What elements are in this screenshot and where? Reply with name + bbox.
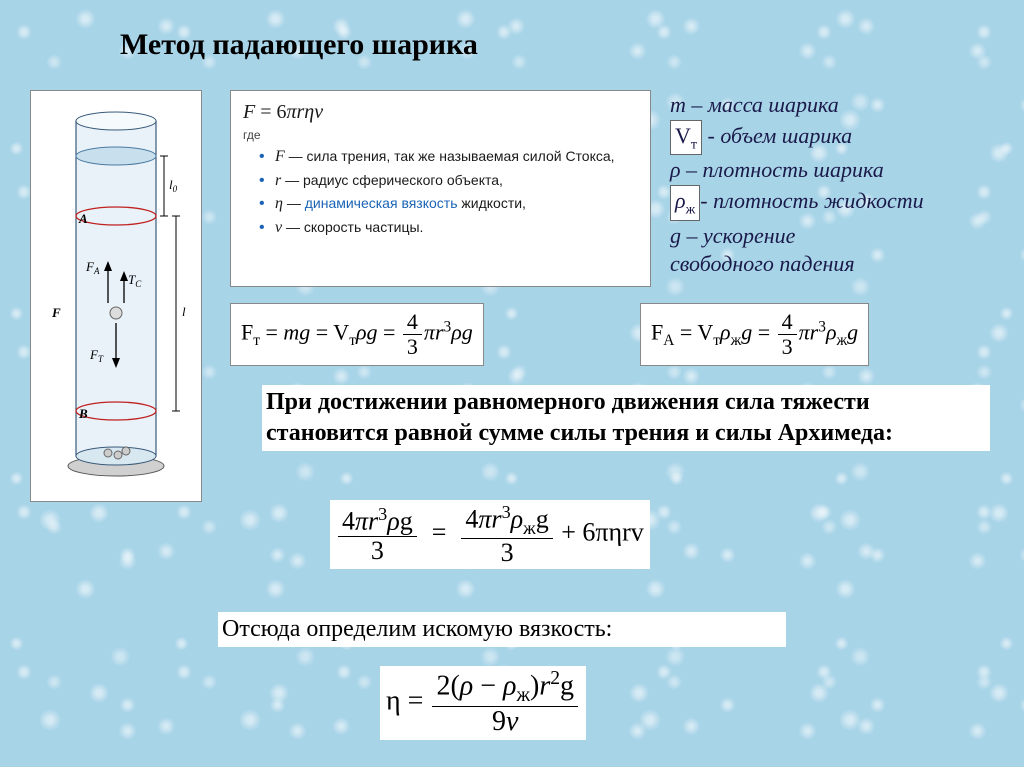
legend-g2: свободного падения	[670, 250, 1010, 278]
stokes-formula-box: F = 6πrηv где F — сила трения, так же на…	[230, 90, 651, 287]
viscosity-formula: η = 2(ρ − ρж)r2g9v	[380, 666, 586, 740]
svg-text:l0: l0	[169, 177, 178, 194]
cylinder-diagram: FA TC FT l0 l A B F	[30, 90, 202, 502]
svg-text:F: F	[51, 305, 61, 320]
legend-rho: ρ – плотность шарика	[670, 156, 1010, 184]
archimedes-force-formula: FA = Vтρжg = 43πr3ρжg	[640, 303, 869, 366]
svg-text:A: A	[78, 211, 88, 226]
equilibrium-text: При достижении равномерного движения сил…	[262, 385, 990, 451]
svg-text:B: B	[78, 406, 88, 421]
balance-equation: 4πr3ρg3 = 4πr3ρжg3 + 6πηrv	[330, 500, 650, 569]
stokes-formula: F = 6πrηv	[243, 101, 638, 124]
legend-g1: g – ускорение	[670, 222, 1010, 250]
stokes-legend-list: F — сила трения, так же называемая силой…	[259, 146, 638, 238]
svg-text:l: l	[182, 304, 186, 319]
dynamic-viscosity-link[interactable]: динамическая вязкость	[305, 195, 458, 211]
legend-m: m – масса шарика	[670, 91, 1010, 119]
where-label: где	[243, 128, 638, 142]
variable-legend: m – масса шарика Vт - объем шарика ρ – п…	[670, 90, 1010, 279]
cylinder-svg: FA TC FT l0 l A B F	[36, 101, 196, 491]
legend-rho-zh: ρж- плотность жидкости	[670, 185, 1010, 221]
legend-v: Vт - объем шарика	[670, 120, 1010, 156]
gravity-force-formula: Fт = mg = Vтρg = 43πr3ρg	[230, 303, 484, 366]
derive-text: Отсюда определим искомую вязкость:	[218, 612, 786, 647]
page-title: Метод падающего шарика	[120, 28, 478, 62]
